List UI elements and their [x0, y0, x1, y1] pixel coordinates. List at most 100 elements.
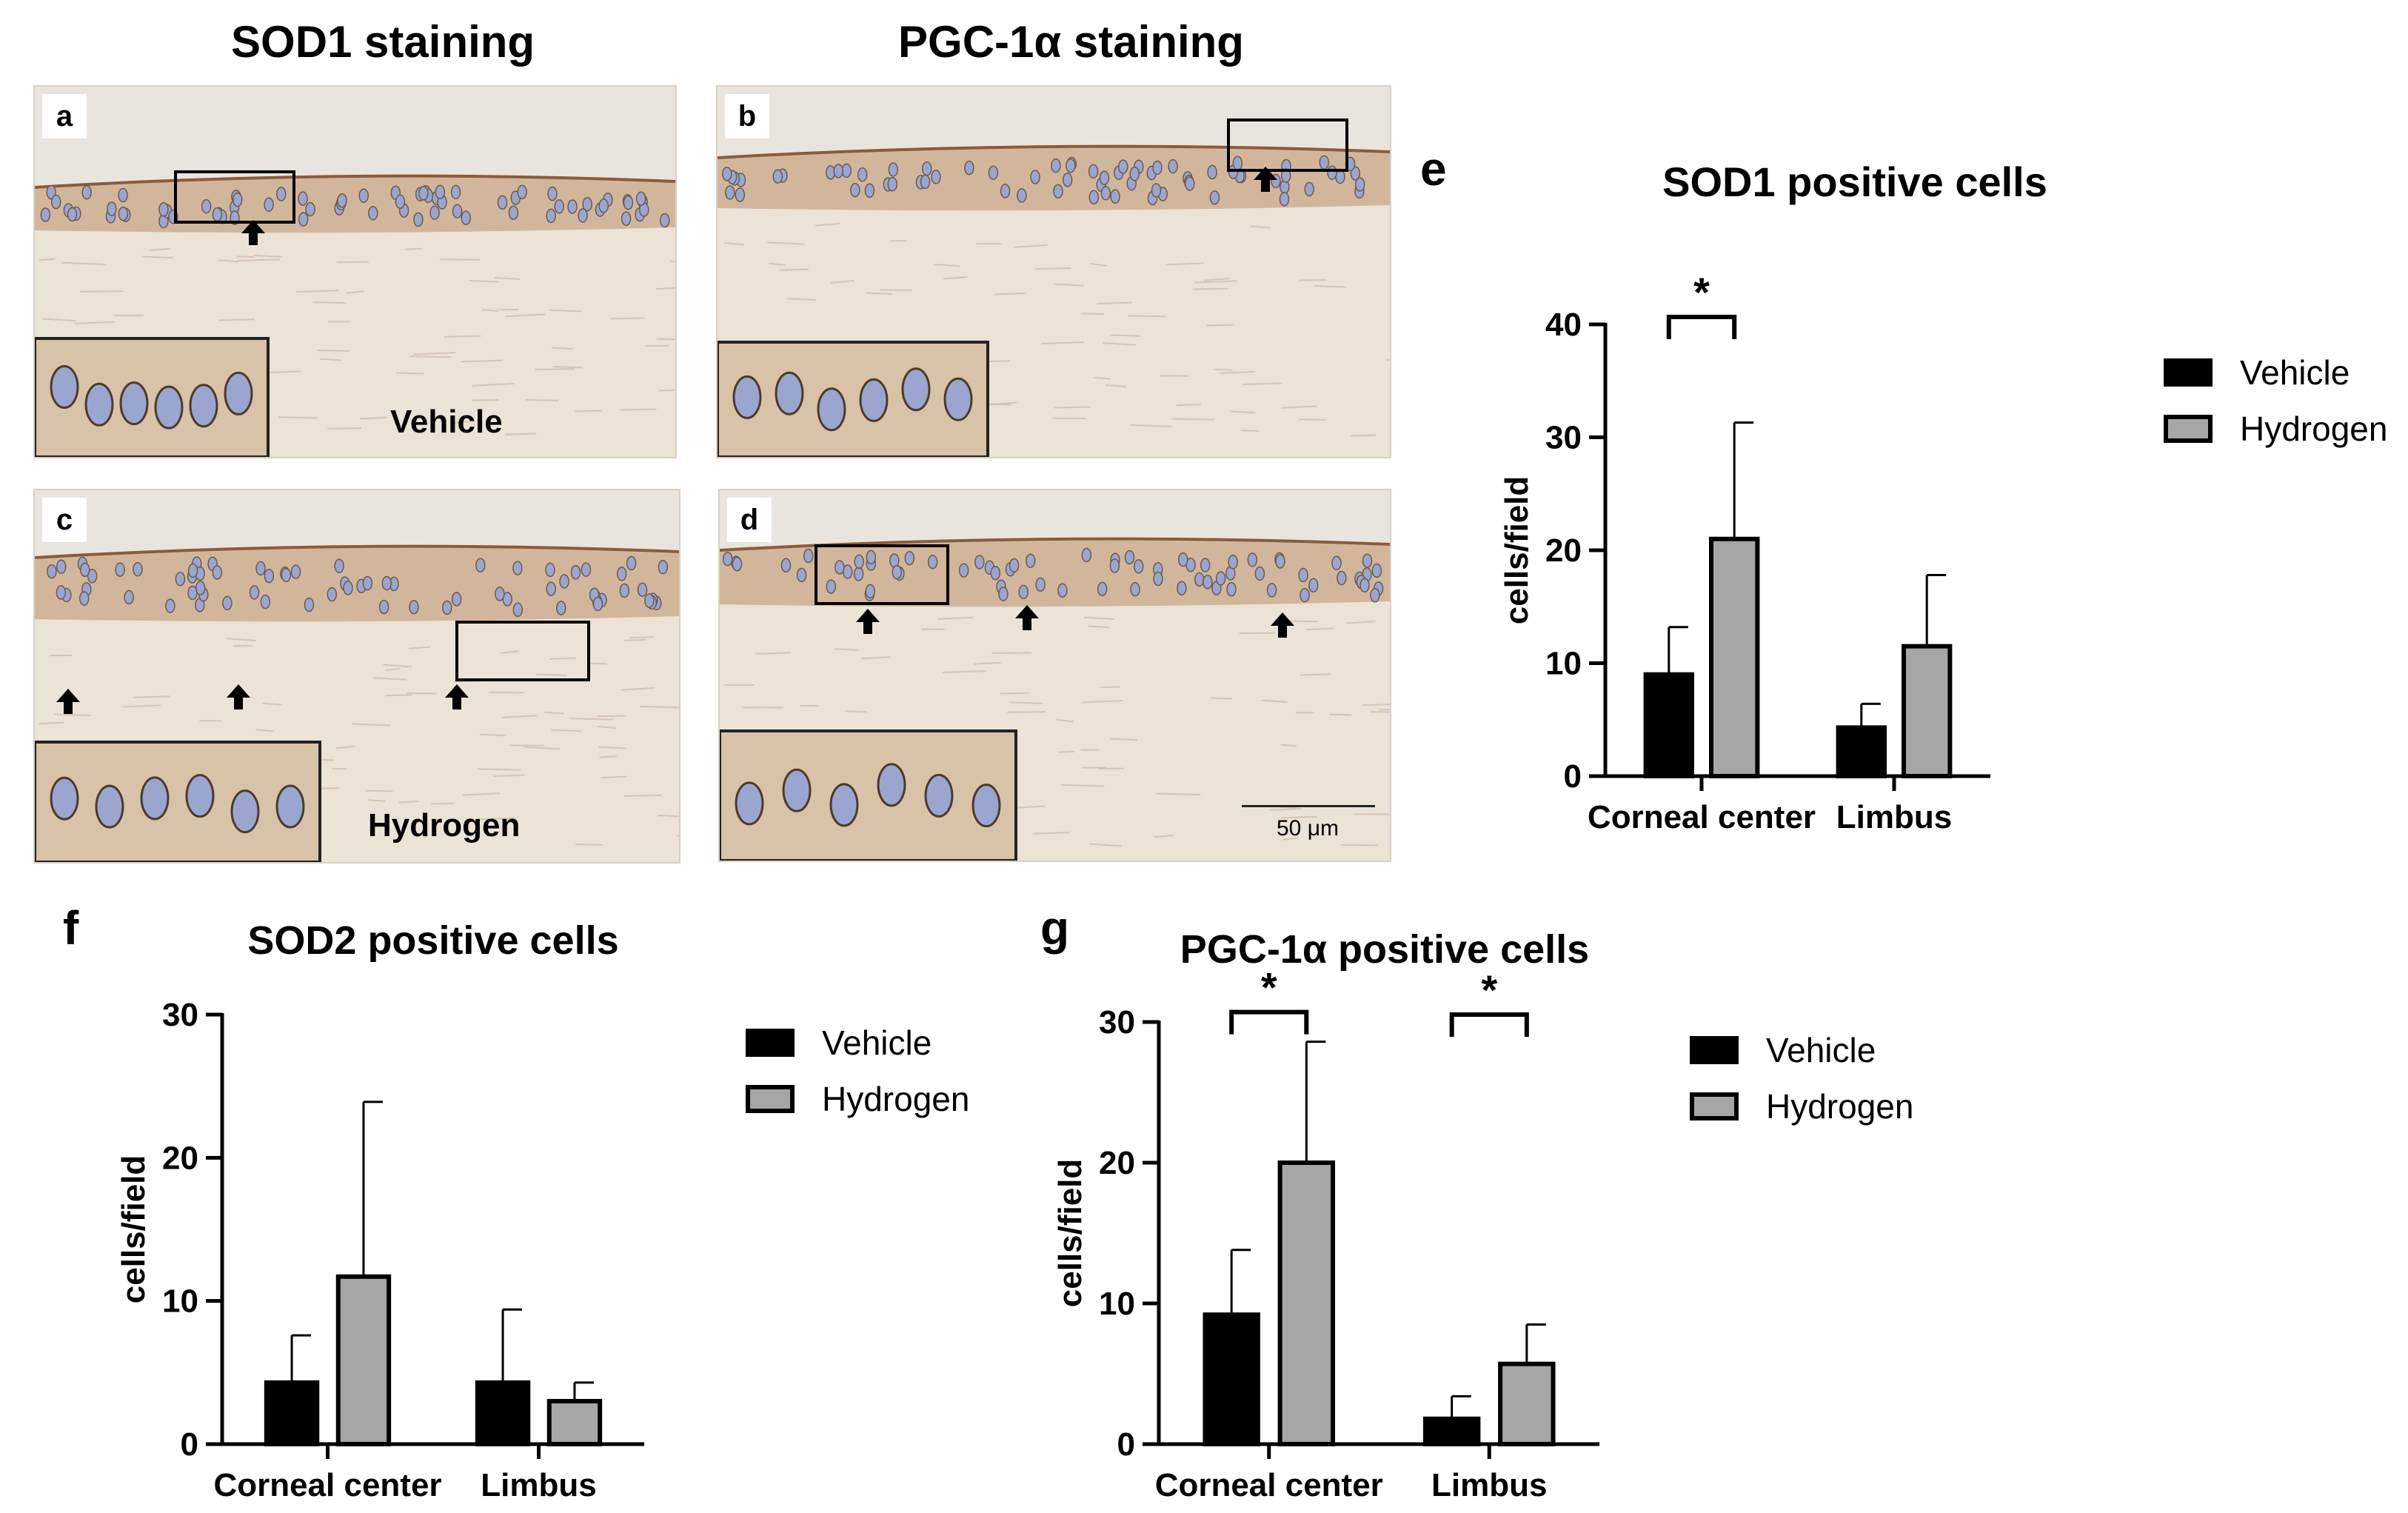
cell-nucleus	[413, 212, 424, 227]
stroma-fiber	[1194, 280, 1237, 284]
stroma-fiber	[227, 638, 256, 641]
bar-vehicle	[1422, 1416, 1481, 1446]
cell-nucleus	[1370, 588, 1380, 603]
cell-nucleus	[281, 567, 292, 583]
cell-nucleus	[644, 593, 655, 608]
inset-nucleus	[735, 781, 764, 826]
cell-nucleus	[1000, 184, 1011, 198]
cell-nucleus	[887, 176, 898, 192]
cell-nucleus	[850, 182, 860, 198]
stroma-fiber	[359, 416, 387, 420]
stroma-fiber	[1090, 262, 1108, 267]
stroma-fiber	[278, 416, 318, 419]
cell-nucleus	[1025, 553, 1036, 569]
inset-nucleus	[154, 385, 184, 430]
stroma-fiber	[835, 648, 859, 651]
magnified-inset	[35, 337, 270, 457]
stroma-fiber	[1166, 262, 1205, 266]
stroma-fiber	[1109, 738, 1138, 741]
cell-nucleus	[1035, 577, 1046, 592]
y-tick-label: 0	[1117, 1426, 1135, 1463]
stroma-fiber	[1040, 341, 1085, 345]
cell-nucleus	[920, 174, 931, 190]
cell-nucleus	[475, 558, 486, 572]
cell-nucleus	[451, 592, 462, 607]
legend-swatch-vehicle	[1690, 1036, 1739, 1064]
cell-nucleus	[796, 567, 807, 583]
cell-nucleus	[833, 164, 843, 178]
cell-nucleus	[1053, 184, 1063, 199]
stroma-fiber	[398, 800, 419, 804]
panel-letter-b: b	[725, 94, 769, 138]
stroma-fiber	[787, 298, 817, 301]
stroma-fiber	[504, 432, 537, 435]
stroma-fiber	[461, 359, 504, 363]
stroma-fiber	[575, 843, 603, 846]
y-axis-label: cells/field	[1052, 1159, 1088, 1308]
stroma-fiber	[1362, 704, 1390, 707]
stroma-fiber	[755, 652, 791, 655]
cell-nucleus	[635, 191, 646, 206]
stroma-fiber	[1281, 405, 1317, 409]
cell-nucleus	[1081, 547, 1092, 563]
stroma-fiber	[934, 264, 960, 267]
cell-nucleus	[581, 562, 592, 577]
stroma-fiber	[549, 309, 582, 313]
legend-label-vehicle: Vehicle	[2240, 353, 2350, 392]
stroma-fiber	[236, 255, 255, 258]
cell-nucleus	[1209, 190, 1220, 205]
stroma-fiber	[385, 667, 401, 672]
stroma-fiber	[74, 321, 116, 325]
cell-nucleus	[450, 184, 461, 200]
stroma-fiber	[943, 275, 968, 280]
cell-nucleus	[232, 192, 243, 207]
tissue-image-a	[35, 170, 675, 457]
stroma-fiber	[1103, 342, 1136, 346]
cell-nucleus	[264, 568, 275, 584]
cell-nucleus	[1327, 165, 1337, 180]
panel-letter-d: d	[727, 498, 772, 542]
epithelium	[35, 177, 675, 233]
scale-bar	[1242, 805, 1375, 807]
legend-swatch-hydrogen	[2164, 415, 2213, 443]
stroma-fiber	[574, 410, 602, 413]
panel-letter-e: e	[1420, 142, 1447, 196]
stroma-fiber	[79, 290, 124, 293]
cell-nucleus	[495, 587, 505, 601]
stroma-fiber	[312, 301, 347, 304]
cell-nucleus	[621, 211, 632, 226]
stroma-fiber	[327, 427, 362, 430]
cell-nucleus	[578, 208, 588, 223]
cell-nucleus	[124, 589, 134, 605]
bar-hydrogen	[335, 1274, 392, 1446]
stroma-fiber	[481, 309, 499, 312]
stroma-fiber	[270, 370, 301, 373]
cell-nucleus	[803, 548, 814, 564]
stroma-fiber	[598, 746, 627, 749]
stroma-fiber	[1089, 843, 1122, 847]
chart-title: SOD2 positive cells	[247, 918, 618, 963]
inset-nucleus	[50, 776, 79, 821]
stroma-fiber	[1088, 625, 1110, 629]
stroma-fiber	[1154, 835, 1174, 838]
x-tick-label: Corneal center	[1588, 799, 1816, 835]
cell-nucleus	[1207, 164, 1217, 180]
inset-frame	[718, 341, 989, 457]
stroma-fiber	[1171, 418, 1215, 421]
stroma-fiber	[413, 352, 456, 355]
inset-nucleus	[50, 365, 79, 410]
legend-swatch-vehicle	[2164, 358, 2213, 387]
inset-nucleus	[775, 371, 804, 415]
inset-nucleus	[140, 776, 170, 821]
stroma-fiber	[943, 670, 986, 673]
inset-frame	[720, 729, 1017, 861]
scale-bar-label: 50 μm	[1277, 816, 1339, 841]
cell-nucleus	[56, 585, 67, 600]
cell-nucleus	[260, 594, 271, 609]
stroma-fiber	[472, 383, 515, 387]
magnified-inset	[720, 729, 1017, 861]
cell-nucleus	[87, 568, 98, 584]
cell-nucleus	[107, 201, 117, 216]
cell-nucleus	[1088, 190, 1100, 205]
stroma-fiber	[218, 259, 238, 263]
